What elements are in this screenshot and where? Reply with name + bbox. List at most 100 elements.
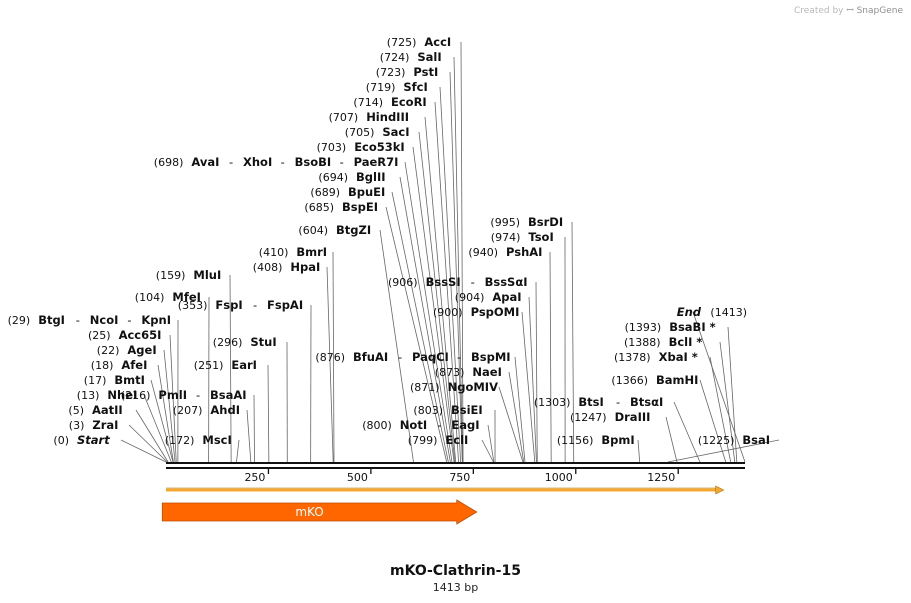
separator: - — [457, 350, 461, 364]
site-leader-line — [667, 439, 780, 463]
site-label: NaeI (873) — [435, 365, 502, 379]
enzyme-name: Eco53kI — [354, 140, 405, 154]
site-position: (876) — [315, 351, 345, 364]
site-label: MscI (172) — [165, 433, 232, 447]
site-position: (714) — [353, 96, 383, 109]
site-leader-line — [326, 266, 334, 463]
site-label: Eco53kI (703) — [317, 140, 405, 154]
site-label: TsoI (974) — [491, 230, 554, 244]
feature-label: mKO — [295, 505, 323, 519]
site-leader-line — [528, 296, 537, 463]
separator: - — [616, 395, 620, 409]
enzyme-name: AhdI — [210, 403, 240, 417]
site-label: BmrI (410) — [259, 245, 327, 259]
site-leader-line — [453, 56, 464, 463]
site-label: BglII (694) — [318, 170, 385, 184]
site-position: (604) — [298, 224, 328, 237]
site-leader-line — [637, 439, 641, 463]
enzyme-name: Start — [77, 433, 110, 447]
enzyme-name: FspAI — [267, 298, 303, 312]
site-label: BclI * (1388) — [624, 335, 702, 349]
site-leader-line — [150, 379, 174, 463]
site-position: (1366) — [611, 374, 648, 387]
enzyme-name: SacI — [382, 125, 409, 139]
ruler-tick-label: 500 — [347, 471, 368, 484]
site-label: EclI (799) — [408, 433, 469, 447]
enzyme-name: BsiEI — [451, 403, 483, 417]
site-leader-line — [128, 424, 168, 463]
site-position: (296) — [213, 336, 243, 349]
enzyme-name: AfeI — [121, 358, 147, 372]
site-label: BsrDI (995) — [490, 215, 563, 229]
site-label: BtgZI (604) — [298, 223, 371, 237]
site-label: NheI (13) — [77, 388, 137, 402]
site-position: (705) — [345, 126, 375, 139]
site-leader-line — [404, 161, 453, 463]
site-leader-line — [135, 409, 169, 463]
enzyme-name: BsaBI * — [669, 320, 715, 334]
enzyme-name: MluI — [193, 268, 221, 282]
enzyme-name: EarI — [231, 358, 257, 372]
enzyme-name: EclI — [445, 433, 468, 447]
site-position: (0) — [53, 434, 69, 447]
enzyme-name: AgeI — [127, 343, 156, 357]
site-label: BamHI (1366) — [611, 373, 698, 387]
site-position: (216) — [121, 389, 151, 402]
site-leader-line — [163, 349, 176, 463]
site-label: PstI (723) — [376, 65, 438, 79]
site-position: (104) — [135, 291, 165, 304]
enzyme-name: MfeI — [172, 290, 201, 304]
site-leader-line — [434, 101, 459, 463]
site-position: (1156) — [557, 434, 594, 447]
orf-arrowhead — [715, 485, 725, 495]
site-label: AfeI (18) — [91, 358, 148, 372]
site-position: (207) — [173, 404, 203, 417]
enzyme-name: StuI — [250, 335, 276, 349]
ruler-tick-label: 1000 — [545, 471, 573, 484]
site-label: SalI (724) — [380, 50, 442, 64]
enzyme-name: BmrI — [296, 245, 327, 259]
enzyme-name: SfcI — [403, 80, 427, 94]
site-label: SfcI (719) — [366, 80, 428, 94]
site-label: AhdI (207) — [173, 403, 240, 417]
site-label: AvaI - XhoI - BsoBI - PaeR7I(698) — [154, 155, 399, 169]
site-label: AgeI (22) — [97, 343, 157, 357]
enzyme-name: PaeR7I — [354, 155, 399, 169]
site-label: BtsI - BtsαI (1303) — [534, 395, 663, 409]
enzyme-name: PshAI — [506, 245, 542, 259]
site-label: End (1413) — [677, 305, 747, 319]
separator: - — [281, 155, 285, 169]
site-position: (995) — [490, 216, 520, 229]
site-leader-line — [571, 221, 575, 463]
site-leader-line — [379, 229, 414, 463]
enzyme-name: BsoBI — [295, 155, 332, 169]
site-leader-line — [412, 146, 455, 463]
site-leader-line — [549, 251, 552, 463]
enzyme-name: DraIII — [615, 410, 651, 424]
site-position: (723) — [376, 66, 406, 79]
site-position: (408) — [253, 261, 283, 274]
site-label: NotI - EagI (800) — [362, 418, 479, 432]
site-label: HindIII (707) — [329, 110, 409, 124]
site-label: MluI (159) — [156, 268, 221, 282]
enzyme-name: BtsαI — [630, 395, 663, 409]
site-position: (719) — [366, 81, 396, 94]
ruler-tick-label: 250 — [244, 471, 265, 484]
separator: - — [253, 298, 257, 312]
enzyme-name: SalI — [417, 50, 441, 64]
sequence-length: 1413 bp — [432, 581, 479, 594]
site-label: MfeI (104) — [135, 290, 201, 304]
enzyme-name: NotI — [400, 418, 427, 432]
site-position: (703) — [317, 141, 347, 154]
site-position: (698) — [154, 156, 184, 169]
site-label: BpuEI (689) — [310, 185, 385, 199]
site-position: (685) — [304, 201, 334, 214]
site-label: BssSI - BssSαI (906) — [388, 275, 528, 289]
separator: - — [398, 350, 402, 364]
enzyme-name: BclI * — [669, 335, 703, 349]
enzyme-name: BmtI — [114, 373, 145, 387]
enzyme-name: ApaI — [492, 290, 521, 304]
site-label: BsiEI (803) — [413, 403, 482, 417]
site-position: (906) — [388, 276, 418, 289]
